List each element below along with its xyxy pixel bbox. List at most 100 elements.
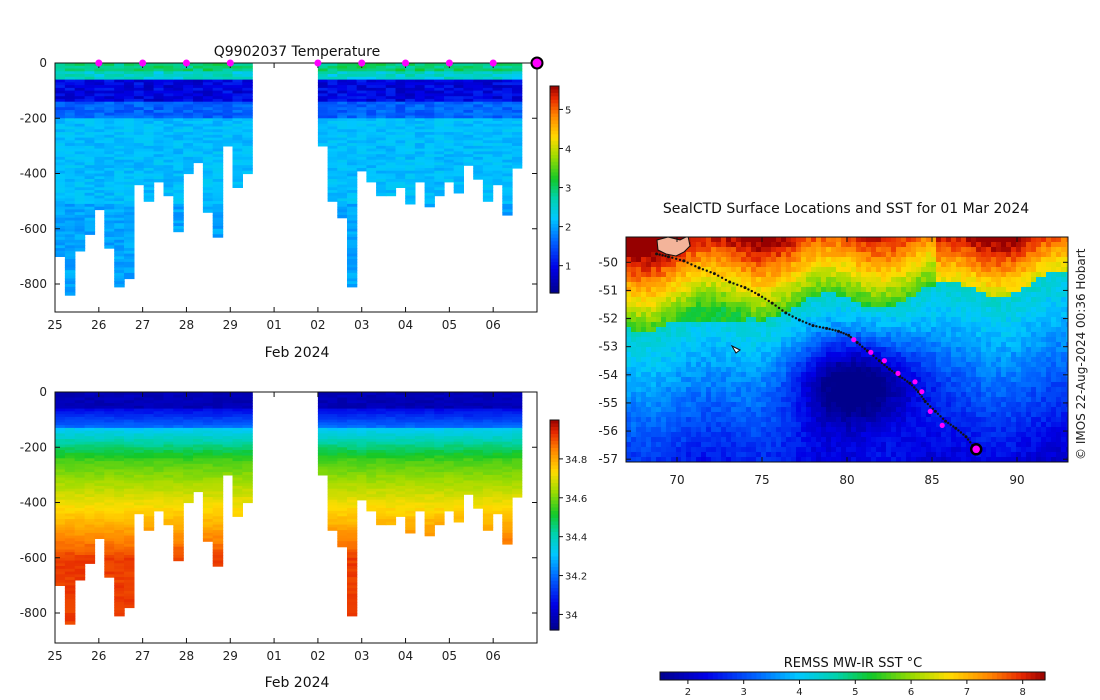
salinity-cell [133,422,145,426]
salinity-cell [444,436,455,440]
temperature-cell [444,104,455,108]
salinity-cell [212,419,224,423]
salinity-cell [114,535,125,539]
colorbar-tick-label: 5 [565,105,571,116]
salinity-cell [434,400,445,404]
temperature-cell [94,82,105,86]
salinity-cell [84,555,96,559]
temperature-cell [473,98,484,103]
sst-cell [721,247,727,253]
temperature-cell [74,159,86,164]
salinity-cell [337,392,348,396]
temperature-cell [405,101,416,106]
salinity-cell [424,527,435,531]
salinity-cell [133,447,145,451]
temperature-cell [133,123,145,128]
temperature-cell [317,71,329,75]
salinity-cell [212,541,224,545]
salinity-cell [124,602,135,606]
salinity-cell [492,416,503,421]
salinity-cell [84,441,96,446]
temperature-cell [202,162,214,166]
salinity-cell [405,441,416,446]
temperature-cell [173,228,184,233]
salinity-cell [202,450,214,454]
salinity-cell [347,425,358,429]
salinity-cell [143,461,155,465]
temperature-cell [193,151,204,155]
sst-cell [801,242,807,248]
surface-marker [139,59,147,67]
temperature-cell [444,140,455,144]
salinity-cell [463,427,474,432]
temperature-cell [202,201,214,205]
salinity-cell [173,510,184,515]
temperature-cell [482,96,494,100]
salinity-cell [502,458,513,462]
salinity-cell [512,474,523,479]
salinity-cell [163,452,174,457]
temperature-cell [444,76,455,81]
temperature-cell [55,187,66,191]
temperature-cell [74,76,86,81]
colorbar-swatch [550,134,559,139]
sst-cell [921,257,927,263]
salinity-cell [212,488,224,493]
salinity-cell [84,505,96,509]
salinity-cell [55,521,66,526]
temperature-cell [143,134,155,139]
salinity-cell [482,458,494,462]
temperature-cell [337,176,348,180]
temperature-cell [232,118,243,122]
salinity-cell [104,521,115,526]
salinity-cell [473,427,484,432]
salinity-cell [163,469,174,473]
temperature-cell [133,104,145,108]
temperature-cell [395,93,406,97]
sst-cell [1026,257,1032,263]
salinity-cell [347,414,358,418]
temperature-cell [473,140,484,144]
temperature-cell [502,118,513,122]
salinity-cell [84,510,96,515]
temperature-cell [114,129,125,133]
salinity-cell [55,549,66,553]
temperature-cell [84,195,96,199]
temperature-cell [94,71,105,75]
temperature-cell [366,63,377,67]
temperature-cell [405,168,416,172]
salinity-cell [347,474,358,479]
sst-cell [771,242,777,248]
temperature-cell [212,126,224,130]
salinity-cell [173,488,184,493]
salinity-cell [114,555,125,559]
temperature-cell [385,110,397,114]
colorbar-swatch [550,542,559,547]
temperature-cell [512,90,523,94]
salinity-cell [424,532,435,537]
salinity-cell [347,497,358,501]
salinity-cell [64,422,76,426]
temperature-cell [347,201,358,205]
temperature-cell [337,190,348,194]
temperature-cell [55,82,66,86]
temperature-cell [104,140,115,144]
salinity-cell [337,494,348,498]
temperature-cell [124,151,135,155]
temperature-cell [74,123,86,128]
temperature-cell [74,132,86,136]
salinity-cell [337,543,348,548]
temperature-cell [405,132,416,136]
temperature-cell [114,256,125,260]
salinity-cell [163,521,174,526]
salinity-cell [222,455,234,459]
temperature-cell [242,154,253,158]
temperature-cell [492,63,503,67]
salinity-cell [337,419,348,423]
temperature-cell [395,151,406,155]
salinity-cell [385,397,397,401]
sst-cell [831,252,837,258]
temperature-cell [153,123,165,128]
sst-cell [711,247,717,253]
salinity-cell [434,414,445,418]
